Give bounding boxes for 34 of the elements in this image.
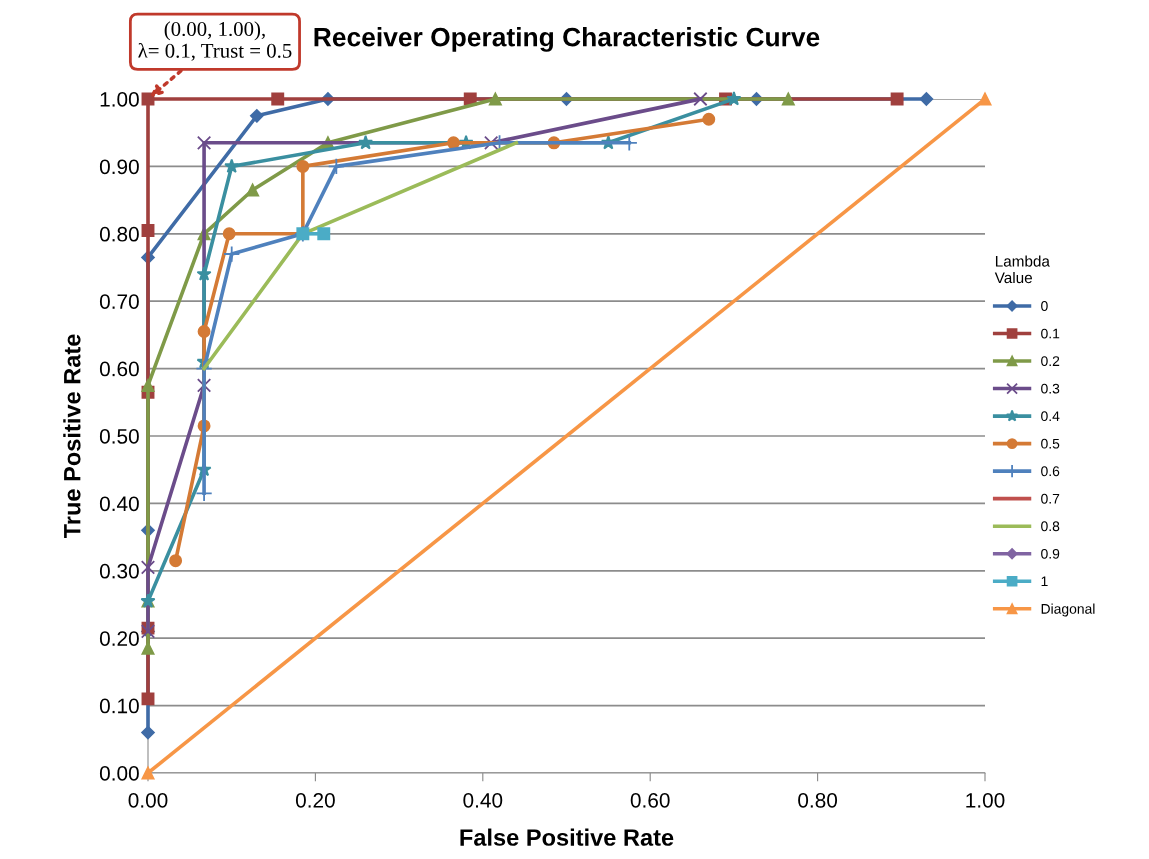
x-axis-title: False Positive Rate (460, 828, 674, 846)
y-tick-label: 1.00 (100, 92, 139, 107)
legend-label: 0.1 (1041, 328, 1060, 339)
legend-label: 0 (1041, 301, 1048, 311)
legend-label: 0.9 (1041, 548, 1060, 559)
y-tick-label: 0.60 (99, 361, 139, 377)
y-tick-label: 0.40 (99, 496, 139, 512)
y-tick-label: 0.50 (99, 429, 139, 444)
legend-label: 0.7 (1041, 493, 1060, 504)
x-tick-label: 0.00 (128, 792, 168, 808)
legend-label: 0.8 (1041, 521, 1060, 532)
annotation: (0.00, 1.00), λ= 0.1, Trust = 0.5 (138, 21, 292, 61)
legend-label: 0.6 (1041, 466, 1060, 477)
legend-label: 0.4 (1041, 411, 1060, 422)
y-axis-title: True Positive Rate (63, 334, 81, 539)
x-tick-label: 1.00 (966, 792, 1005, 808)
x-tick-label: 0.20 (295, 792, 335, 808)
y-tick-label: 0.90 (99, 159, 139, 175)
y-tick-label: 0.30 (99, 563, 139, 579)
y-tick-label: 0.80 (99, 226, 139, 242)
legend-label: 0.5 (1041, 438, 1060, 449)
x-tick-label: 0.60 (630, 792, 670, 808)
y-tick-label: 0.70 (99, 294, 139, 309)
legend-label: Diagonal (1041, 603, 1095, 617)
chart-title: Receiver Operating Characteristic Curve (314, 27, 820, 52)
x-tick-label: 0.40 (463, 792, 503, 808)
y-tick-label: 0.00 (99, 766, 139, 781)
legend-title: Lambda Value (994, 255, 1050, 284)
legend-label: 0.3 (1041, 383, 1060, 394)
y-tick-label: 0.20 (99, 631, 139, 646)
legend-label: 0.2 (1041, 356, 1060, 367)
x-tick-label: 0.80 (798, 792, 838, 808)
legend-label: 1 (1041, 576, 1048, 587)
y-tick-label: 0.10 (99, 698, 139, 714)
